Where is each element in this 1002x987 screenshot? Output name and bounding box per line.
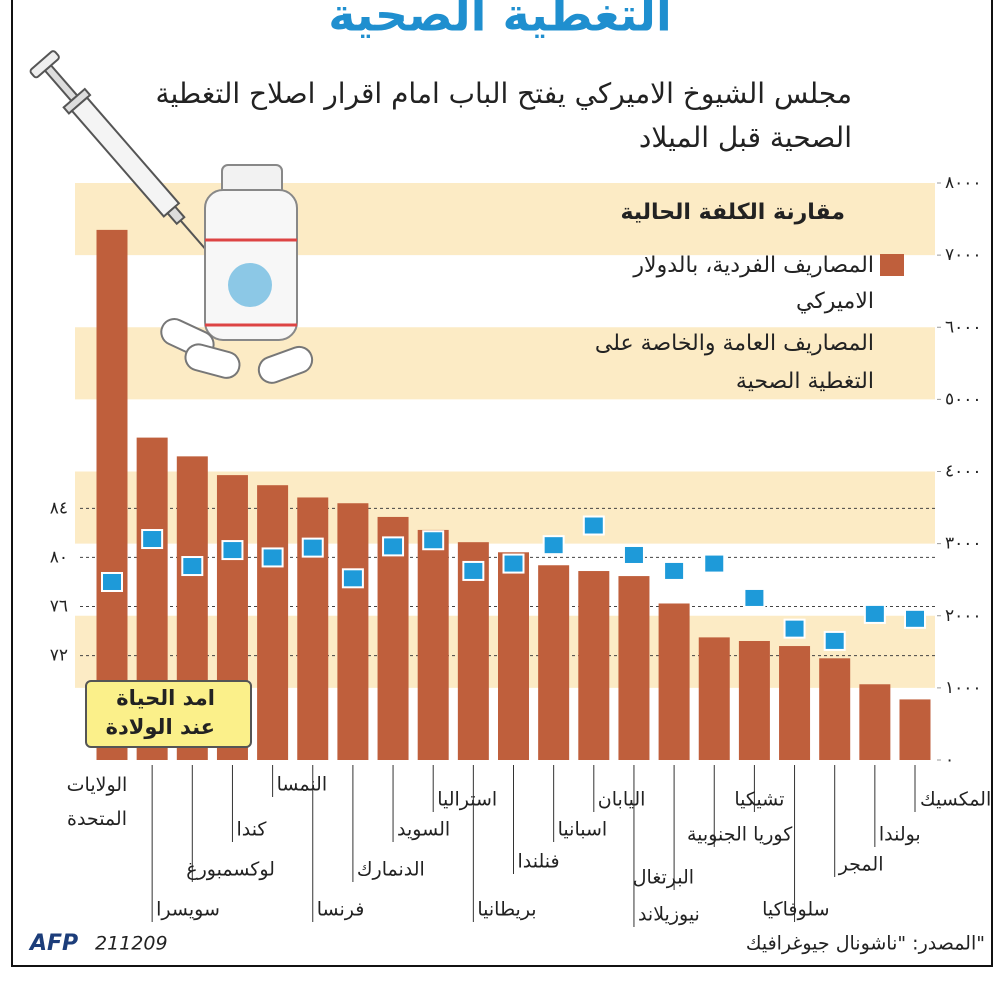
bar <box>859 684 890 760</box>
life-marker <box>102 573 122 591</box>
y-tick-label: ٣٠٠٠ <box>945 534 982 554</box>
bar <box>538 565 569 760</box>
bar <box>418 530 449 760</box>
life-marker <box>905 610 925 628</box>
bar <box>779 646 810 760</box>
y-tick-label: ٤٠٠٠ <box>945 462 982 482</box>
x-tick-label: المجر <box>838 854 884 876</box>
x-tick-label: بريطانيا <box>477 899 536 921</box>
y-tick-label: ٨٠٠٠ <box>945 173 982 193</box>
y-tick-label: ٠ <box>945 750 954 770</box>
x-tick-label: سلوفاكيا <box>762 899 829 921</box>
x-tick-label: السويد <box>397 819 450 841</box>
life-marker <box>222 541 242 559</box>
bar <box>297 497 328 760</box>
x-tick-label: المكسيك <box>920 789 991 811</box>
y-tick-label: ٦٠٠٠ <box>945 317 982 337</box>
x-tick-label: كوريا الجنوبية <box>687 824 793 846</box>
life-marker <box>423 531 443 549</box>
bar <box>578 571 609 760</box>
y-tick-label: ٢٠٠٠ <box>945 606 982 626</box>
legend-label: المصاريف الفردية، بالدولار الاميركي <box>624 248 874 320</box>
x-tick-label: كندا <box>236 819 267 841</box>
legend-swatch <box>880 254 904 276</box>
life-marker <box>383 537 403 555</box>
bar <box>819 658 850 760</box>
x-tick-label: الدنمارك <box>357 859 425 881</box>
life-marker <box>624 546 644 564</box>
bar <box>257 485 288 760</box>
bar <box>498 552 529 760</box>
y2-tick-label: ٧٢ <box>50 646 68 666</box>
legend-title: مقارنة الكلفة الحالية <box>620 200 845 225</box>
life-marker <box>463 562 483 580</box>
page: التغطية الصحية مقارنة الكلفة الحالية AFP… <box>0 0 1002 987</box>
chart-title: التغطية الصحية <box>328 0 671 42</box>
y-tick-label: ١٠٠٠ <box>945 678 982 698</box>
x-tick-label: البرتغال <box>633 867 694 889</box>
life-marker <box>544 536 564 554</box>
source: المصدر: "ناشونال جيوغرافيك" <box>746 933 985 955</box>
x-tick-label: سويسرا <box>156 899 220 921</box>
code: 211209 <box>95 933 168 955</box>
life-marker <box>263 548 283 566</box>
life-marker <box>504 555 524 573</box>
x-tick-label: اليابان <box>598 789 646 811</box>
life-marker <box>704 555 724 573</box>
y2-tick-label: ٧٦ <box>50 597 68 617</box>
y2-tick-label: ٨٤ <box>50 498 68 518</box>
legend-note: المصاريف العامة والخاصة على التغطية الصح… <box>564 325 874 401</box>
life-marker <box>584 517 604 535</box>
life-marker <box>142 530 162 548</box>
y2-tick-label: ٨٠ <box>50 547 68 567</box>
life-marker <box>825 632 845 650</box>
x-tick-label: فنلندا <box>518 851 560 873</box>
bar <box>337 503 368 760</box>
life-marker <box>303 539 323 557</box>
bar <box>699 637 730 760</box>
life-marker <box>785 620 805 638</box>
x-tick-label: بولندا <box>879 824 921 846</box>
y-tick-label: ٥٠٠٠ <box>945 389 982 409</box>
life-marker <box>744 589 764 607</box>
life-marker <box>664 562 684 580</box>
credit: AFP <box>28 931 78 956</box>
bar <box>659 603 690 760</box>
bar <box>618 576 649 760</box>
life-marker <box>865 605 885 623</box>
y-tick-label: ٧٠٠٠ <box>945 245 982 265</box>
bar <box>739 641 770 760</box>
x-tick-label: فرنسا <box>317 899 365 921</box>
x-tick-label: استراليا <box>437 789 497 811</box>
legend-label: امد الحياة عند الولادة <box>95 684 215 742</box>
x-tick-label: تشيكيا <box>734 789 784 811</box>
life-marker <box>343 569 363 587</box>
bar <box>900 699 931 760</box>
subtitle: مجلس الشيوخ الاميركي يفتح الباب امام اقر… <box>132 72 852 160</box>
x-tick-label: نيوزيلاند <box>638 904 700 926</box>
x-tick-label: اسبانيا <box>558 819 608 841</box>
x-tick-label: النمسا <box>277 774 328 796</box>
x-tick-label: لوكسمبورغ <box>186 859 275 881</box>
life-marker <box>182 557 202 575</box>
